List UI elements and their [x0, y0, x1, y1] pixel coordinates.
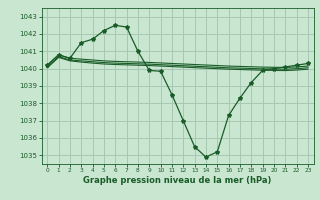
- X-axis label: Graphe pression niveau de la mer (hPa): Graphe pression niveau de la mer (hPa): [84, 176, 272, 185]
